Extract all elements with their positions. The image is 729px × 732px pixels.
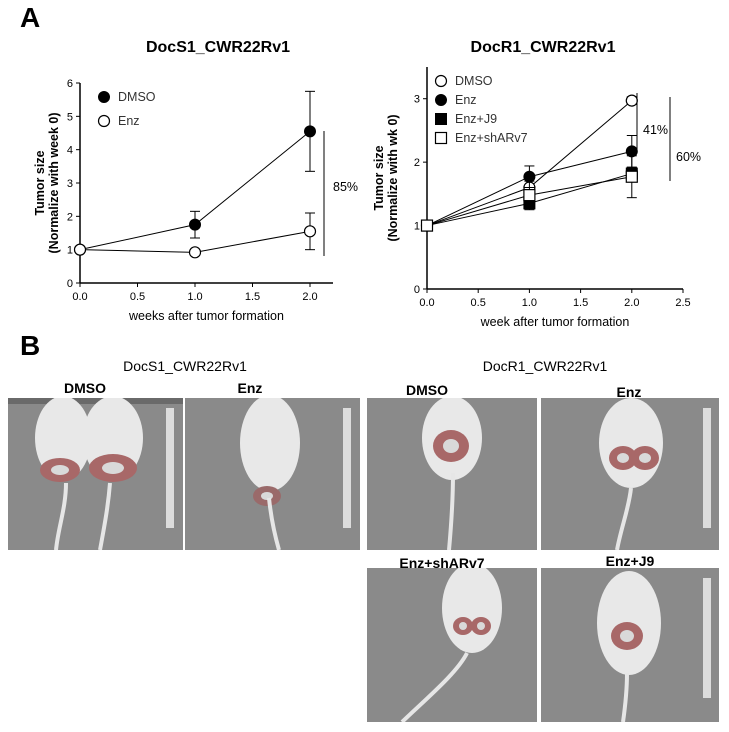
legend-label-2: Enz+J9 bbox=[455, 112, 497, 126]
x-tick-label: 1.5 bbox=[573, 297, 588, 309]
data-point-3 bbox=[420, 219, 434, 232]
x-tick-label: 0.5 bbox=[130, 291, 145, 303]
image-label-docs1-dmso: DMSO bbox=[64, 380, 106, 396]
x-tick-label: 2.0 bbox=[302, 291, 317, 303]
y-tick-label: 3 bbox=[67, 178, 73, 190]
x-tick-label: 1.0 bbox=[522, 297, 537, 309]
x-tick-label: 1.5 bbox=[245, 291, 260, 303]
y-tick-label: 3 bbox=[414, 94, 420, 106]
image-group-title-left: DocS1_CWR22Rv1 bbox=[123, 358, 247, 374]
image-label-docr1-enz-sharv7: Enz+shARv7 bbox=[399, 555, 485, 571]
y-tick-label: 2 bbox=[67, 211, 73, 223]
chart-title: DocR1_CWR22Rv1 bbox=[471, 39, 616, 56]
legend-marker-3 bbox=[434, 131, 448, 145]
x-tick-label: 2.0 bbox=[624, 297, 639, 309]
data-point-1 bbox=[523, 170, 536, 183]
y-axis-label-line-1: Tumor size bbox=[33, 150, 47, 215]
legend-label-3: Enz+shARv7 bbox=[455, 131, 528, 145]
x-axis-label: weeks after tumor formation bbox=[128, 309, 284, 323]
image-label-docs1-enz: Enz bbox=[237, 380, 263, 396]
y-tick-label: 2 bbox=[414, 157, 420, 169]
mouse-image-docr1-enz-sharv7 bbox=[367, 563, 537, 724]
legend-label-0: DMSO bbox=[118, 90, 156, 104]
legend-marker-1 bbox=[435, 94, 447, 106]
chart-docr1: DocR1_CWR22Rv1 0.0 0.5 1.0 1.5 2.0 2.5 0 1 2 3 week… bbox=[372, 39, 701, 329]
y-tick-label: 4 bbox=[67, 145, 73, 157]
legend-marker-0 bbox=[98, 91, 110, 103]
data-point-0 bbox=[625, 94, 638, 107]
image-label-docr1-dmso: DMSO bbox=[406, 382, 448, 398]
legend-marker-1 bbox=[97, 114, 111, 128]
mouse-image-docs1-enz bbox=[185, 395, 360, 551]
mouse-image-docs1-dmso bbox=[8, 396, 183, 551]
mouse-image-docr1-enz-j9 bbox=[541, 568, 719, 723]
data-point-3 bbox=[523, 189, 536, 202]
x-tick-label: 0.0 bbox=[419, 297, 434, 309]
image-label-docr1-enz: Enz bbox=[616, 384, 642, 400]
data-point-1 bbox=[188, 246, 202, 259]
data-point-1 bbox=[303, 225, 317, 238]
data-point-1 bbox=[625, 145, 638, 158]
legend-label-1: Enz bbox=[118, 114, 140, 128]
y-tick-label: 5 bbox=[67, 111, 73, 123]
annotation-text-0: 41% bbox=[643, 123, 668, 137]
chart-docs1: DocS1_CWR22Rv1 0.0 0.5 1.0 1.5 2.0 0 1 2 3 4 5 6 week… bbox=[33, 39, 358, 323]
y-tick-label: 0 bbox=[67, 278, 73, 290]
legend-marker-2 bbox=[435, 113, 447, 125]
y-axis-label-line-2: (Normalize with week 0) bbox=[47, 112, 61, 253]
y-tick-label: 0 bbox=[414, 284, 420, 296]
y-axis-label-line-1: Tumor size bbox=[372, 145, 386, 210]
y-axis-label-line-2: (Normalize with wk 0) bbox=[386, 114, 400, 241]
x-tick-label: 2.5 bbox=[675, 297, 690, 309]
annotation-text-0: 85% bbox=[333, 180, 358, 194]
x-tick-label: 0.0 bbox=[72, 291, 87, 303]
data-point-0 bbox=[304, 125, 316, 138]
legend-label-0: DMSO bbox=[455, 74, 493, 88]
y-tick-label: 6 bbox=[67, 78, 73, 90]
data-point-0 bbox=[189, 218, 201, 231]
legend-marker-0 bbox=[434, 74, 448, 88]
x-tick-label: 1.0 bbox=[187, 291, 202, 303]
panel-a-label: A bbox=[20, 2, 41, 33]
x-tick-label: 0.5 bbox=[471, 297, 486, 309]
y-tick-label: 1 bbox=[414, 221, 420, 233]
mouse-image-docr1-dmso bbox=[367, 396, 537, 551]
y-tick-label: 1 bbox=[67, 245, 73, 257]
legend-label-1: Enz bbox=[455, 93, 477, 107]
chart-title: DocS1_CWR22Rv1 bbox=[146, 39, 290, 56]
mouse-image-docr1-enz bbox=[541, 398, 719, 551]
x-axis-label: week after tumor formation bbox=[480, 315, 630, 329]
data-point-1 bbox=[73, 243, 87, 256]
image-label-docr1-enz-j9: Enz+J9 bbox=[605, 553, 655, 569]
image-group-title-right: DocR1_CWR22Rv1 bbox=[482, 358, 608, 374]
annotation-text-1: 60% bbox=[676, 150, 701, 164]
panel-b-label: B bbox=[20, 330, 41, 361]
data-point-3 bbox=[625, 170, 638, 183]
